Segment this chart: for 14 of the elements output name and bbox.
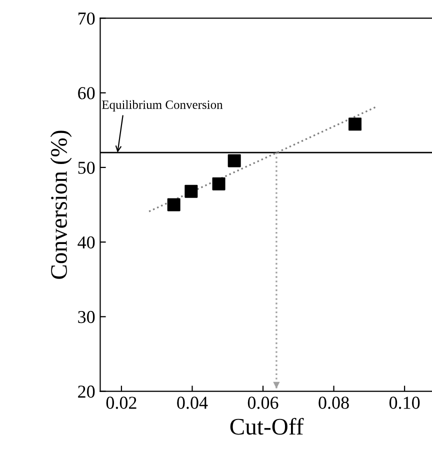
y-tick-label: 60 bbox=[78, 87, 95, 100]
y-axis-title: Conversion (%) bbox=[50, 130, 72, 279]
y-tick-label: 50 bbox=[78, 162, 95, 174]
x-tick-label: 0.10 bbox=[389, 396, 420, 409]
annotation: Equilibrium Conversion bbox=[102, 100, 223, 112]
y-tick-label: 40 bbox=[78, 236, 95, 248]
y-tick-label: 20 bbox=[78, 386, 95, 398]
y-tick-label: 70 bbox=[78, 12, 95, 25]
y-tick-label: 30 bbox=[78, 310, 95, 324]
x-tick-label: 0.06 bbox=[248, 396, 278, 409]
x-axis-title: Cut-Off bbox=[230, 418, 304, 435]
x-tick-label: 0.08 bbox=[318, 396, 349, 409]
x-tick-label: 0.04 bbox=[177, 396, 208, 409]
x-tick-label: 0.02 bbox=[106, 396, 136, 409]
